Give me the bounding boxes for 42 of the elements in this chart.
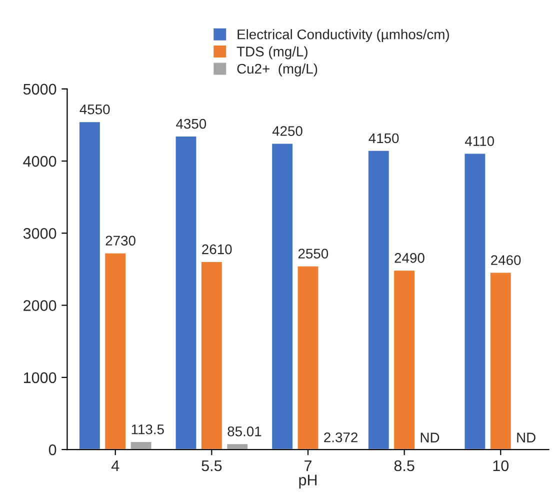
data-label: 2610 [202,244,232,254]
legend-label: Cu2+ (mg/L) [237,63,318,76]
legend-label: TDS (mg/L) [236,46,308,60]
bar [392,269,416,450]
bar [104,252,127,450]
x-tick-label: 7 [304,460,312,472]
data-label: 4550 [80,104,110,114]
bar [200,260,224,450]
bar [489,271,512,450]
text: ND [517,432,536,442]
bar [78,120,102,450]
y-tick-label: 1000 [24,372,56,384]
x-tick-label: 4 [111,460,120,472]
bar [226,442,249,450]
data-label: 4150 [368,133,399,144]
data-label: 2730 [106,236,136,246]
bar [296,264,320,450]
data-label: 4110 [465,136,494,146]
bar [129,440,153,450]
bar [463,152,487,450]
bar [270,142,294,450]
y-tick-label: 3000 [23,228,56,239]
bar [367,150,390,450]
legend-label: Electrical Conductivity (µmhos/cm) [238,29,449,42]
data-label: 85.01 [228,426,262,436]
data-label: 2490 [394,253,424,263]
data-label: 2460 [491,255,521,266]
y-tick-label: 2000 [24,300,56,311]
y-tick-label: 4000 [23,156,56,167]
y-tick-label: 5000 [23,84,56,95]
data-label: 4250 [272,126,302,136]
data-label: 4350 [176,118,206,129]
x-axis-title: pH [299,474,317,488]
data-label: 113.5 [132,424,164,434]
x-tick-label: 8.5 [394,460,414,472]
bar [174,135,198,450]
x-tick-label: 10 [493,460,509,472]
data-label: 2550 [298,248,328,259]
data-label: 2.372 [324,432,358,442]
x-tick-label: 5.5 [202,460,222,472]
text: ND [420,432,440,442]
y-tick-label: 0 [48,444,56,456]
